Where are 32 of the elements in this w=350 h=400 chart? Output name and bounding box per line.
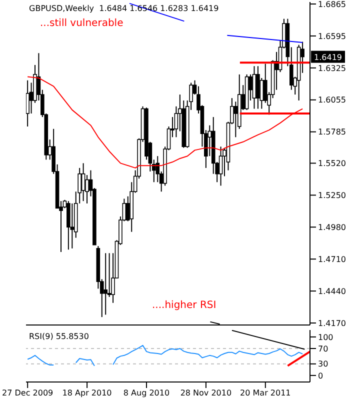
candlestick <box>70 202 74 249</box>
x-tick-label: 8 Aug 2010 <box>123 388 170 398</box>
candlestick <box>252 66 256 110</box>
y-tick-label: 0 <box>318 371 324 380</box>
y-tick-label: 1.4170 <box>318 318 346 328</box>
candlestick <box>26 80 30 128</box>
x-tick-label: 27 Dec 2009 <box>2 388 54 398</box>
y-tick-label: 70 <box>318 344 328 354</box>
candlestick <box>256 66 260 110</box>
y-tick-label: 1.4440 <box>318 286 346 296</box>
y-tick-label: 30 <box>318 360 328 369</box>
x-tick-label: 18 Apr 2010 <box>62 388 112 398</box>
y-tick-label: 100 <box>318 332 334 342</box>
candlestick <box>104 252 108 316</box>
annotation: 1.6419 <box>314 52 342 62</box>
x-tick-label: 28 Nov 2010 <box>180 388 232 398</box>
candlestick <box>66 200 70 250</box>
y-tick-label: 1.6325 <box>318 64 346 73</box>
candlestick <box>81 162 86 202</box>
y-tick-label: 1.5785 <box>318 128 346 137</box>
y-tick-label: 1.6595 <box>318 32 346 41</box>
y-tick-label: 1.6865 <box>318 0 346 9</box>
annotation: ....higher RSI <box>152 300 216 311</box>
y-tick-label: 1.5520 <box>318 159 346 168</box>
y-tick-label: 1.4980 <box>318 222 346 232</box>
y-tick-label: 1.6055 <box>318 96 346 105</box>
x-tick-label: 20 Mar 2011 <box>240 388 291 398</box>
y-tick-label: 1.4710 <box>318 254 346 264</box>
annotation: ...still vulnerable <box>40 18 124 29</box>
candlestick <box>218 146 223 186</box>
y-tick-label: 1.5250 <box>318 191 346 200</box>
chart-title: RSI(9) 55.8530 <box>29 332 89 341</box>
